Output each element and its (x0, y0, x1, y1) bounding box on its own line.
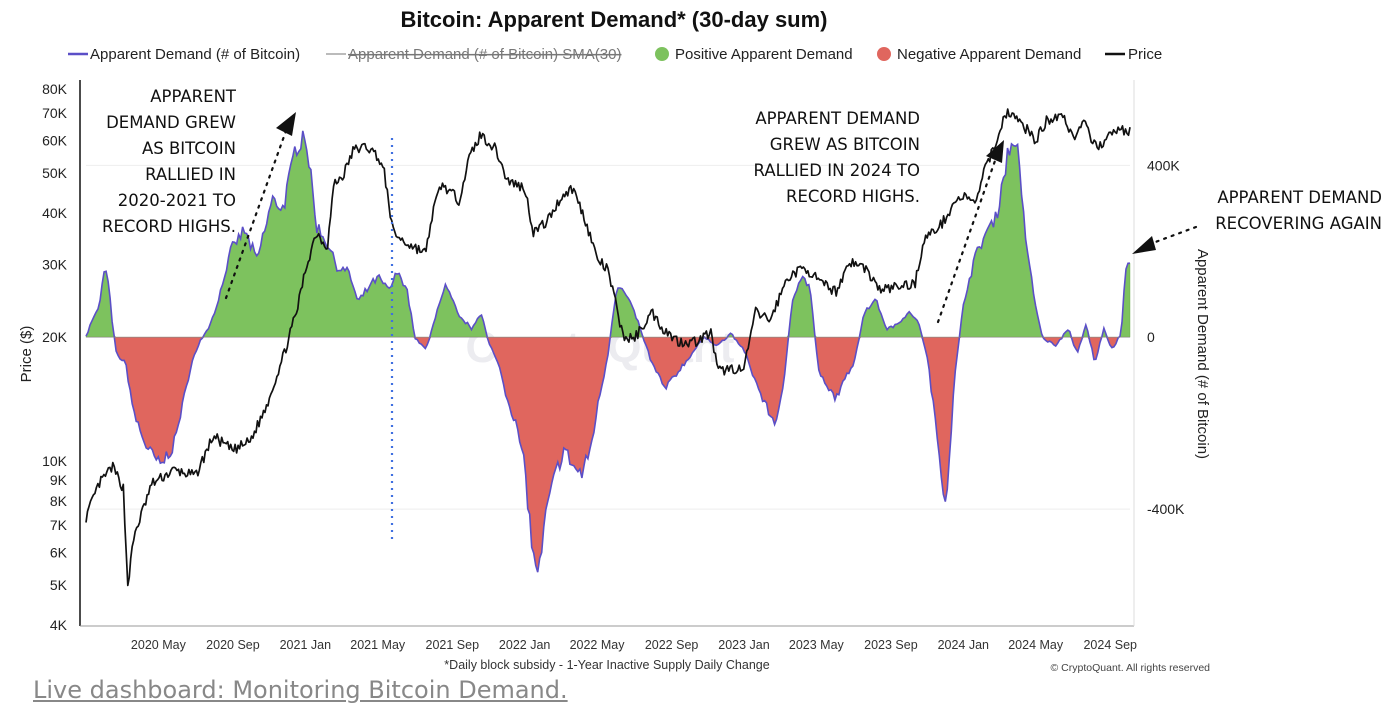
annotation-1-arrowhead (276, 112, 296, 136)
left-tick-label-8: 9K (50, 472, 68, 488)
legend: Apparent Demand (# of Bitcoin) Apparent … (68, 46, 1162, 63)
annotation-3-line-1: APPARENT DEMAND (1217, 188, 1382, 207)
right-axis-ticks: 400K 0 -400K (1147, 157, 1185, 517)
left-tick-label-0: 80K (42, 81, 68, 97)
left-tick-label-3: 50K (42, 165, 68, 181)
annotation-2-pointer (936, 156, 998, 324)
right-tick-label-0: 400K (1147, 157, 1180, 173)
annotation-1-line-1: APPARENT (150, 87, 237, 106)
annotation-recovering: APPARENT DEMAND RECOVERING AGAIN (1132, 188, 1382, 254)
x-tick-label-12: 2024 May (1008, 638, 1064, 652)
legend-label-positive[interactable]: Positive Apparent Demand (675, 46, 853, 63)
x-tick-label-11: 2024 Jan (938, 638, 989, 652)
negative-demand-area (85, 336, 1131, 573)
legend-label-demand[interactable]: Apparent Demand (# of Bitcoin) (90, 46, 300, 63)
annotation-3-arrowhead (1132, 236, 1156, 254)
x-tick-label-0: 2020 May (131, 638, 187, 652)
annotation-1-line-6: RECORD HIGHS. (102, 217, 236, 236)
chart-title: Bitcoin: Apparent Demand* (30-day sum) (400, 7, 827, 32)
y-left-label: Price ($) (18, 326, 35, 383)
left-tick-label-13: 4K (50, 617, 68, 633)
left-tick-label-11: 6K (50, 544, 68, 560)
left-tick-label-9: 8K (50, 493, 68, 509)
gridlines (86, 164, 1130, 510)
annotation-2-line-3: RALLIED IN 2024 TO (754, 161, 920, 180)
x-tick-label-2: 2021 Jan (280, 638, 331, 652)
left-tick-label-10: 7K (50, 517, 68, 533)
legend-marker-positive (655, 47, 669, 61)
right-tick-label-1: 0 (1147, 329, 1155, 345)
x-tick-label-7: 2022 Sep (645, 638, 699, 652)
annotation-1-line-5: 2020-2021 TO (118, 191, 236, 210)
annotation-2-line-4: RECORD HIGHS. (786, 187, 920, 206)
left-tick-label-2: 60K (42, 132, 68, 148)
copyright: © CryptoQuant. All rights reserved (1051, 662, 1211, 674)
left-tick-label-12: 5K (50, 577, 68, 593)
annotation-3-line-2: RECOVERING AGAIN (1215, 214, 1382, 233)
price-series (85, 108, 1131, 587)
x-tick-label-13: 2024 Sep (1083, 638, 1137, 652)
legend-marker-negative (877, 47, 891, 61)
x-tick-label-4: 2021 Sep (426, 638, 480, 652)
annotation-2-line-1: APPARENT DEMAND (755, 109, 920, 128)
left-axis-ticks: 80K 70K 60K 50K 40K 30K 20K 10K 9K 8K 7K 6K 5K 4K (42, 81, 68, 633)
annotation-2-arrowhead (986, 140, 1004, 163)
x-axis-ticks: 2020 May 2020 Sep 2021 Jan 2021 May 2021 Sep… (131, 638, 1137, 652)
right-tick-label-2: -400K (1147, 501, 1185, 517)
left-tick-label-1: 70K (42, 105, 68, 121)
annotation-1-line-3: AS BITCOIN (142, 139, 236, 158)
x-tick-label-10: 2023 Sep (864, 638, 918, 652)
left-tick-label-4: 40K (42, 205, 68, 221)
legend-label-price[interactable]: Price (1128, 46, 1162, 63)
x-tick-label-5: 2022 Jan (499, 638, 550, 652)
left-tick-label-5: 30K (42, 256, 68, 272)
y-right-label: Apparent Demand (# of Bitcoin) (1194, 249, 1211, 459)
x-tick-label-1: 2020 Sep (206, 638, 260, 652)
x-tick-label-3: 2021 May (350, 638, 406, 652)
annotation-2020-2021: APPARENT DEMAND GREW AS BITCOIN RALLIED … (102, 87, 296, 300)
demand-series (85, 130, 1131, 573)
demand-line (85, 130, 1131, 573)
x-tick-label-9: 2023 May (789, 638, 845, 652)
annotation-1-line-4: RALLIED IN (145, 165, 236, 184)
footnote: *Daily block subsidy - 1-Year Inactive S… (444, 658, 769, 672)
positive-demand-area (85, 130, 1131, 338)
left-tick-label-6: 20K (42, 329, 68, 345)
legend-label-negative[interactable]: Negative Apparent Demand (897, 46, 1081, 63)
x-tick-label-8: 2023 Jan (718, 638, 769, 652)
annotation-2-line-2: GREW AS BITCOIN (770, 135, 920, 154)
annotation-2024: APPARENT DEMAND GREW AS BITCOIN RALLIED … (754, 109, 1004, 324)
dashboard-link[interactable]: Live dashboard: Monitoring Bitcoin Deman… (33, 676, 568, 704)
annotation-1-pointer (224, 126, 289, 300)
annotation-3-pointer (1148, 225, 1198, 246)
left-tick-label-7: 10K (42, 453, 68, 469)
x-tick-label-6: 2022 May (570, 638, 626, 652)
price-line (85, 108, 1131, 587)
legend-label-sma[interactable]: Apparent Demand (# of Bitcoin) SMA(30) (348, 46, 621, 63)
annotation-1-line-2: DEMAND GREW (106, 113, 236, 132)
